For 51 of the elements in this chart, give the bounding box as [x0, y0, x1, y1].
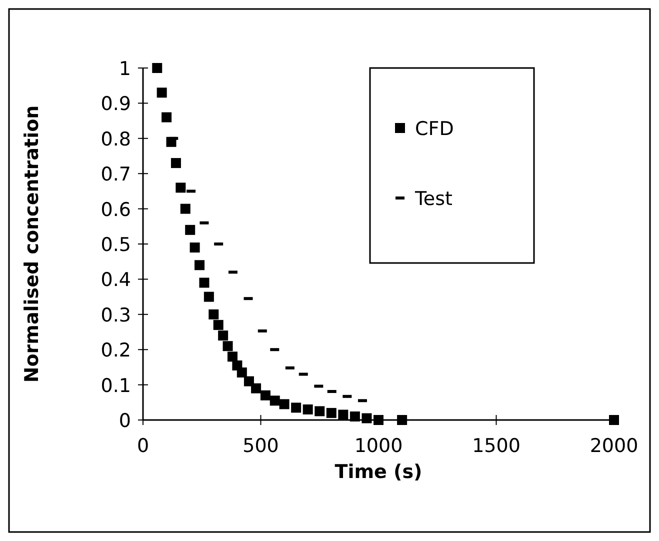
y-tick-label: 0.2 — [100, 340, 131, 362]
point — [236, 367, 247, 378]
point — [279, 399, 290, 410]
y-tick-label: 0.6 — [100, 198, 131, 221]
point — [362, 413, 372, 424]
point — [244, 376, 254, 386]
x-tick-label: 0 — [136, 435, 150, 457]
point — [270, 396, 280, 406]
x-tick-label: 2000 — [590, 435, 638, 457]
x-tick-label: 1500 — [472, 435, 520, 457]
point — [170, 158, 181, 168]
point — [218, 330, 228, 341]
point — [609, 415, 619, 425]
point — [260, 390, 270, 400]
y-tick-label: 0.5 — [100, 234, 131, 256]
y-tick-label: 1 — [118, 58, 131, 80]
y-tick-label: 0.4 — [100, 269, 131, 292]
point — [350, 411, 360, 422]
point — [162, 112, 172, 122]
point — [291, 402, 302, 413]
point — [208, 309, 219, 320]
y-tick-label: 0.8 — [100, 128, 131, 150]
point — [251, 383, 262, 394]
point — [227, 352, 238, 362]
point — [156, 88, 167, 98]
x-tick-label: 1000 — [354, 435, 403, 457]
legend-label: Test — [414, 188, 452, 210]
point — [176, 182, 186, 193]
point — [314, 406, 325, 416]
point — [397, 415, 408, 425]
y-axis-title: Normalised concentration — [21, 105, 43, 383]
x-tick-label: 500 — [242, 435, 279, 457]
point — [194, 260, 205, 270]
point — [204, 292, 214, 302]
point — [185, 224, 196, 235]
point — [213, 320, 224, 330]
point — [222, 341, 233, 352]
point — [302, 404, 313, 414]
point — [190, 242, 200, 253]
x-axis-title: Time (s) — [334, 461, 422, 483]
y-tick-label: 0.3 — [100, 304, 131, 326]
y-tick-label: 0.1 — [100, 374, 131, 397]
y-tick-label: 0.7 — [100, 164, 131, 186]
point — [326, 408, 336, 418]
point — [152, 63, 162, 73]
point — [338, 410, 348, 420]
y-tick-label: 0.9 — [100, 93, 131, 116]
point — [199, 278, 210, 288]
y-tick-label: 0 — [118, 410, 131, 432]
legend-label: CFD — [415, 118, 454, 140]
point — [180, 204, 190, 214]
